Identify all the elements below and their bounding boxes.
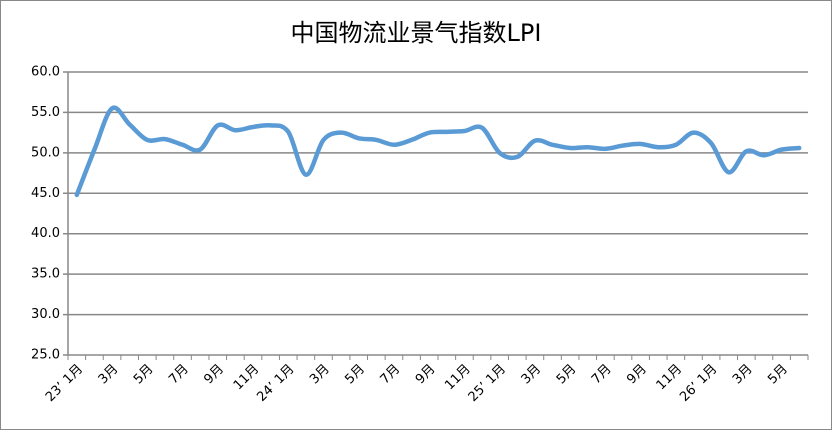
y-tick-label: 60.0 bbox=[31, 65, 60, 80]
data-line bbox=[74, 105, 802, 198]
y-tick-label: 25.0 bbox=[31, 348, 60, 363]
chart-title: 中国物流业景气指数LPI bbox=[291, 19, 542, 47]
y-tick-label: 55.0 bbox=[31, 105, 60, 120]
y-tick-label: 45.0 bbox=[31, 186, 60, 201]
y-tick-label: 40.0 bbox=[31, 226, 60, 241]
y-tick-label: 30.0 bbox=[31, 307, 60, 322]
y-tick-label: 50.0 bbox=[31, 145, 60, 160]
y-tick-label: 35.0 bbox=[31, 267, 60, 282]
